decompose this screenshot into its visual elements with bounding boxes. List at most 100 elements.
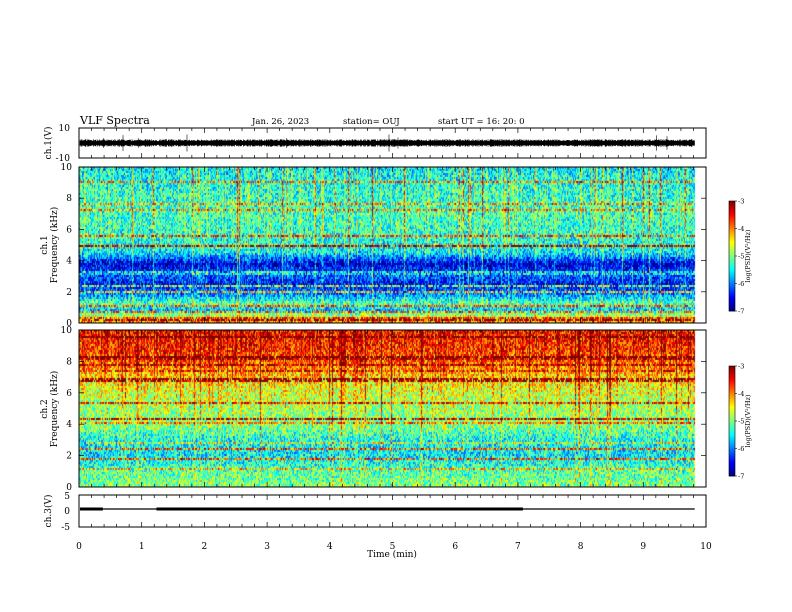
time-axis-tick-label: 1 xyxy=(139,542,145,552)
ch2-colorbar-swatch xyxy=(729,422,735,426)
ch2-colorbar-swatch xyxy=(729,474,735,477)
ch2-colorbar-swatch xyxy=(729,421,735,424)
date-label: Jan. 26, 2023 xyxy=(251,117,309,127)
ch2-colorbar-swatch xyxy=(729,400,735,404)
time-axis-tick-label: 6 xyxy=(452,542,458,552)
ch1-colorbar-swatch xyxy=(729,287,735,290)
ch1-spectrogram-ytick-label: 2 xyxy=(66,288,72,298)
ch1-colorbar-tick-label: -5 xyxy=(738,252,744,260)
ch2-spectrogram-ytick-labels: 0 2 4 6 8 10 xyxy=(61,326,706,493)
ch1-colorbar-swatch xyxy=(729,292,735,295)
time-axis-tick-label: 7 xyxy=(515,542,521,552)
ch3-ylabel: ch.3(V) xyxy=(43,495,54,528)
ch1-spectrogram-ytick-label: 10 xyxy=(61,163,73,173)
ch1-ylabel: ch.1(V) xyxy=(43,127,54,160)
ch1-spectrogram-panel: 0 2 4 6 8 10 ch.1 Frequency (kHz) -3 -4 -5 -6 -7 l… xyxy=(40,163,752,329)
ch2-colorbar-swatch xyxy=(729,371,735,374)
ch1-colorbar-swatch xyxy=(729,228,735,231)
ch2-spectrogram-xticks xyxy=(78,330,707,487)
ch2-colorbar-swatch xyxy=(729,375,735,378)
ch2-colorbar-swatch xyxy=(729,466,735,470)
ch1-colorbar-swatch xyxy=(729,254,735,257)
station-label: station= OUJ xyxy=(343,117,400,127)
ch3-ytick-mid: 0 xyxy=(64,507,70,517)
ch1-colorbar-swatch xyxy=(729,221,735,224)
ch2-colorbar-swatch xyxy=(729,448,735,451)
ch1-colorbar-swatch xyxy=(729,272,735,275)
ch2-colorbar-swatch xyxy=(729,417,735,420)
ch1-colorbar-swatch xyxy=(729,237,735,240)
ch2-colorbar-swatch xyxy=(729,465,735,468)
ch2-colorbar-tick-label: -5 xyxy=(738,417,744,425)
ch2-colorbar-swatch xyxy=(729,367,735,371)
ch1-spectrogram-raster xyxy=(79,167,706,323)
time-axis-tick-label: 10 xyxy=(700,542,712,552)
ch1-colorbar-swatch xyxy=(729,261,735,264)
ch1-colorbar-swatch xyxy=(729,305,735,308)
ch1-spectrogram-xticks xyxy=(78,167,707,323)
ch1-colorbar-swatch xyxy=(729,298,735,301)
ch1-colorbar-swatch xyxy=(729,267,735,270)
ch3-signal-ticks xyxy=(78,495,707,527)
ch2-colorbar-swatch xyxy=(729,455,735,459)
ch1-colorbar: -3 -4 -5 -6 -7 log(PSD)(V²/Hz) xyxy=(728,197,752,315)
ch2-colorbar-swatch xyxy=(729,424,735,427)
ch2-colorbar-swatch xyxy=(729,386,735,389)
ch1-waveform-ticks xyxy=(78,128,707,158)
ch2-colorbar-swatch xyxy=(729,432,735,435)
ch2-colorbar-swatch xyxy=(729,413,735,416)
ch1-colorbar-swatch xyxy=(729,241,735,244)
ch2-colorbar-swatch xyxy=(729,468,735,471)
ch1-colorbar-tick-label: -7 xyxy=(738,307,744,315)
ch2-colorbar-swatch xyxy=(729,384,735,387)
ch1-colorbar-tick-label: -4 xyxy=(738,225,744,233)
ch2-colorbar-swatch xyxy=(729,408,735,411)
ch1-spectrogram-ytick-label: 8 xyxy=(66,194,72,204)
ch1-colorbar-swatch xyxy=(729,224,735,228)
ch1-colorbar-swatch xyxy=(729,250,735,253)
ch1-colorbar-label: log(PSD)(V²/Hz) xyxy=(744,229,752,282)
ch2-colorbar-swatch xyxy=(729,454,735,457)
ch1-colorbar-swatch xyxy=(729,235,735,239)
ch1-colorbar-swatch xyxy=(729,307,735,310)
ch2-colorbar-swatch xyxy=(729,382,735,385)
ch1-spectrogram-ylabel-channel: ch.1 xyxy=(40,235,50,254)
ch1-colorbar-swatch xyxy=(729,289,735,292)
ch1-spectrogram-image xyxy=(79,167,706,323)
ch2-colorbar: -3 -4 -5 -6 -7 log(PSD)(V²/Hz) xyxy=(728,362,752,480)
ch2-spectrogram-panel: 0 2 4 6 8 10 ch.2 Frequency (kHz) -3 -4 -5 -6 -7 l… xyxy=(40,326,752,493)
ch1-colorbar-swatch xyxy=(729,230,735,233)
ch2-colorbar-swatch xyxy=(729,470,735,473)
ch1-colorbar-swatch xyxy=(729,201,735,204)
ch1-colorbar-tick-label: -6 xyxy=(738,280,744,288)
time-axis-tick-label: 2 xyxy=(202,542,208,552)
ch1-colorbar-swatch xyxy=(729,257,735,261)
ch1-colorbar-swatch xyxy=(729,208,735,211)
ch1-waveform-trace xyxy=(79,134,695,152)
ch1-colorbar-swatch xyxy=(729,215,735,218)
figure-title: VLF Spectra xyxy=(79,114,150,127)
start-ut-label: start UT = 16: 20: 0 xyxy=(438,117,525,127)
ch1-spectrogram-ylabel-frequency: Frequency (kHz) xyxy=(49,207,60,284)
ch2-spectrogram-ytick-label: 6 xyxy=(66,389,72,399)
ch1-colorbar-swatch xyxy=(729,204,735,207)
ch2-spectrogram-ylabel-channel: ch.2 xyxy=(40,399,50,418)
ch2-spectrogram-ytick-label: 0 xyxy=(66,483,72,493)
ch1-colorbar-swatch xyxy=(729,243,735,246)
ch1-colorbar-swatch xyxy=(729,245,735,248)
ch1-spectrogram-ytick-label: 4 xyxy=(66,257,72,267)
ch1-spectrogram-ytick-label: 6 xyxy=(66,225,72,235)
ch2-colorbar-swatch xyxy=(729,443,735,446)
ch1-colorbar-swatch xyxy=(729,226,735,229)
ch1-waveform-panel: 10 -10 ch.1(V) xyxy=(43,124,707,164)
ch1-colorbar-swatch xyxy=(729,296,735,299)
ch1-colorbar-swatch xyxy=(729,278,735,281)
ch1-colorbar-swatch xyxy=(729,213,735,217)
ch1-colorbar-swatch xyxy=(729,285,735,288)
ch1-waveform-xticks xyxy=(78,128,707,158)
ch1-colorbar-swatch xyxy=(729,259,735,262)
ch2-spectrogram-raster xyxy=(79,330,706,487)
ch2-colorbar-swatch xyxy=(729,426,735,429)
ch1-ytick-bottom: -10 xyxy=(56,154,71,164)
ch2-colorbar-swatch xyxy=(729,472,735,475)
